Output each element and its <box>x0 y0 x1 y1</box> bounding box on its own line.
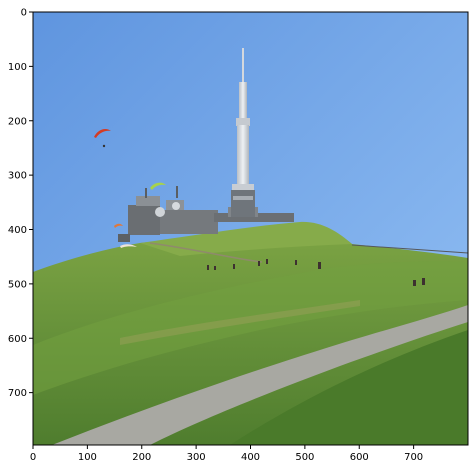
y-tick-label: 0 <box>21 8 27 19</box>
slope-band <box>33 261 468 395</box>
x-axis-ticks: 0 100 200 300 400 500 600 700 <box>30 445 423 463</box>
fence <box>351 244 468 254</box>
y-tick-label: 300 <box>8 171 27 182</box>
y-tick-label: 500 <box>8 279 27 290</box>
y-tick-label: 100 <box>8 62 27 73</box>
x-tick-label: 200 <box>132 452 151 463</box>
hikers <box>207 259 425 286</box>
x-tick-label: 600 <box>350 452 369 463</box>
paraglider-red-pilot <box>102 144 106 148</box>
summit-grass <box>140 221 352 256</box>
tv-tower <box>231 48 255 217</box>
y-tick-label: 700 <box>8 388 27 399</box>
x-tick-label: 100 <box>78 452 97 463</box>
x-tick-label: 500 <box>295 452 314 463</box>
y-tick-label: 600 <box>8 334 27 345</box>
y-tick-label: 200 <box>8 116 27 127</box>
paraglider-white-icon <box>120 244 137 248</box>
paraglider-green-icon <box>150 182 166 190</box>
photo <box>33 12 468 445</box>
lower-meadow <box>230 330 468 445</box>
y-tick-label: 400 <box>8 225 27 236</box>
observatory <box>118 186 294 242</box>
paraglider-red-icon <box>94 129 111 138</box>
x-tick-label: 700 <box>404 452 423 463</box>
x-tick-label: 400 <box>241 452 260 463</box>
dry-grass <box>120 300 360 345</box>
x-tick-label: 300 <box>187 452 206 463</box>
paraglider-orange-icon <box>114 223 123 228</box>
footpath <box>52 305 468 445</box>
y-axis-ticks: 0 100 200 300 400 500 600 700 <box>8 8 33 399</box>
summit-trail <box>149 242 263 263</box>
x-tick-label: 0 <box>30 452 36 463</box>
